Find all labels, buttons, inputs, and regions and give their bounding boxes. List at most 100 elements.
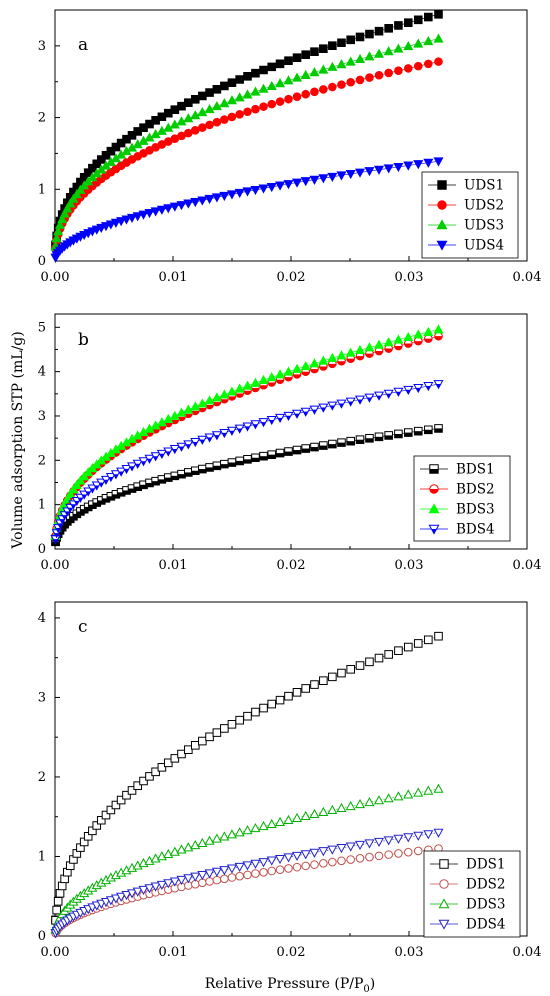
- y-tick-label: 2: [38, 770, 46, 785]
- data-point-fill: [404, 343, 413, 348]
- data-point: [393, 43, 404, 53]
- data-point-fill: [113, 474, 119, 479]
- data-point: [336, 350, 347, 360]
- data-point: [365, 73, 374, 82]
- data-point: [219, 866, 230, 876]
- data-point-fill: [124, 468, 129, 474]
- data-point-fill: [301, 371, 310, 376]
- panel-letter: b: [78, 330, 89, 350]
- data-point: [212, 728, 222, 737]
- data-point: [319, 44, 328, 53]
- data-point: [337, 38, 346, 48]
- legend: UDS1 UDS2 UDS3 UDS4: [421, 171, 519, 259]
- data-point: [57, 881, 67, 891]
- data-point: [144, 208, 155, 219]
- data-point: [266, 80, 277, 90]
- data-point-fill: [112, 494, 120, 499]
- data-point-fill: [396, 391, 401, 396]
- data-point-fill: [53, 539, 58, 544]
- data-point: [132, 212, 143, 222]
- data-point: [197, 837, 208, 847]
- data-point: [132, 887, 143, 897]
- series-bds1: [51, 424, 443, 547]
- data-point: [328, 82, 337, 92]
- data-point-fill: [424, 338, 433, 343]
- data-point: [319, 676, 328, 685]
- data-point: [383, 337, 394, 347]
- data-point: [242, 89, 253, 99]
- data-point-fill: [220, 399, 229, 404]
- series-line: [55, 428, 439, 542]
- data-point: [309, 67, 320, 77]
- x-tick-label: 0.02: [277, 945, 306, 960]
- data-point: [258, 374, 269, 385]
- data-point: [150, 882, 161, 892]
- data-point-fill: [416, 387, 421, 393]
- data-point: [156, 880, 167, 891]
- data-point: [177, 749, 186, 759]
- data-point: [383, 164, 394, 174]
- data-point: [258, 858, 269, 868]
- x-tick-label: 0.01: [159, 945, 188, 960]
- data-point: [190, 126, 200, 135]
- data-point-fill: [267, 382, 276, 387]
- data-point-fill: [177, 474, 186, 478]
- data-point: [364, 51, 375, 61]
- data-point: [183, 113, 194, 123]
- data-point: [151, 116, 160, 125]
- data-point: [318, 847, 329, 857]
- data-point: [346, 77, 355, 87]
- data-point: [163, 204, 174, 214]
- legend-marker: [438, 919, 450, 930]
- data-point: [292, 687, 302, 697]
- x-axis-title: Relative Pressure (P/P0): [205, 976, 375, 995]
- data-point: [424, 635, 433, 645]
- data-point: [345, 842, 356, 852]
- data-point-fill: [375, 436, 383, 441]
- data-point: [227, 873, 237, 882]
- data-point: [383, 46, 394, 56]
- x-tick-label: 0.03: [395, 558, 424, 573]
- legend-marker: [437, 180, 447, 190]
- data-point: [183, 842, 194, 852]
- x-tick-label: 0.00: [41, 270, 70, 285]
- data-point: [176, 116, 187, 126]
- data-point: [184, 745, 193, 754]
- data-point-fill: [243, 390, 252, 395]
- data-point: [110, 894, 121, 904]
- data-point: [300, 850, 311, 860]
- data-point: [403, 642, 413, 652]
- data-point: [336, 844, 347, 854]
- data-point: [292, 862, 302, 872]
- panel-letter: a: [78, 35, 88, 55]
- data-point: [258, 83, 269, 93]
- x-tick-label: 0.00: [41, 558, 70, 573]
- data-point: [328, 41, 337, 50]
- data-point: [57, 213, 68, 224]
- data-point: [284, 56, 293, 66]
- data-point: [403, 161, 414, 171]
- data-point-fill: [171, 475, 179, 480]
- y-tick-label: 0: [38, 929, 46, 944]
- data-point-fill: [356, 356, 364, 360]
- data-point: [345, 347, 356, 357]
- data-point: [328, 672, 337, 682]
- series-line: [55, 848, 439, 934]
- data-point: [156, 205, 167, 215]
- legend: BDS1 BDS2 BDS3 BDS4: [413, 455, 511, 542]
- data-point: [157, 112, 167, 122]
- y-tick-label: 3: [38, 39, 46, 54]
- data-point: [169, 119, 180, 129]
- data-point: [301, 684, 310, 693]
- data-point-fill: [139, 484, 148, 489]
- data-point-fill: [328, 363, 337, 368]
- legend-label: BDS3: [456, 502, 495, 518]
- data-point: [423, 830, 434, 840]
- data-point: [235, 75, 244, 84]
- data-point-fill: [434, 336, 443, 340]
- data-point: [227, 720, 237, 729]
- data-point: [403, 833, 414, 843]
- data-point-fill: [319, 366, 328, 371]
- data-point-fill: [184, 413, 193, 418]
- data-point: [212, 875, 222, 885]
